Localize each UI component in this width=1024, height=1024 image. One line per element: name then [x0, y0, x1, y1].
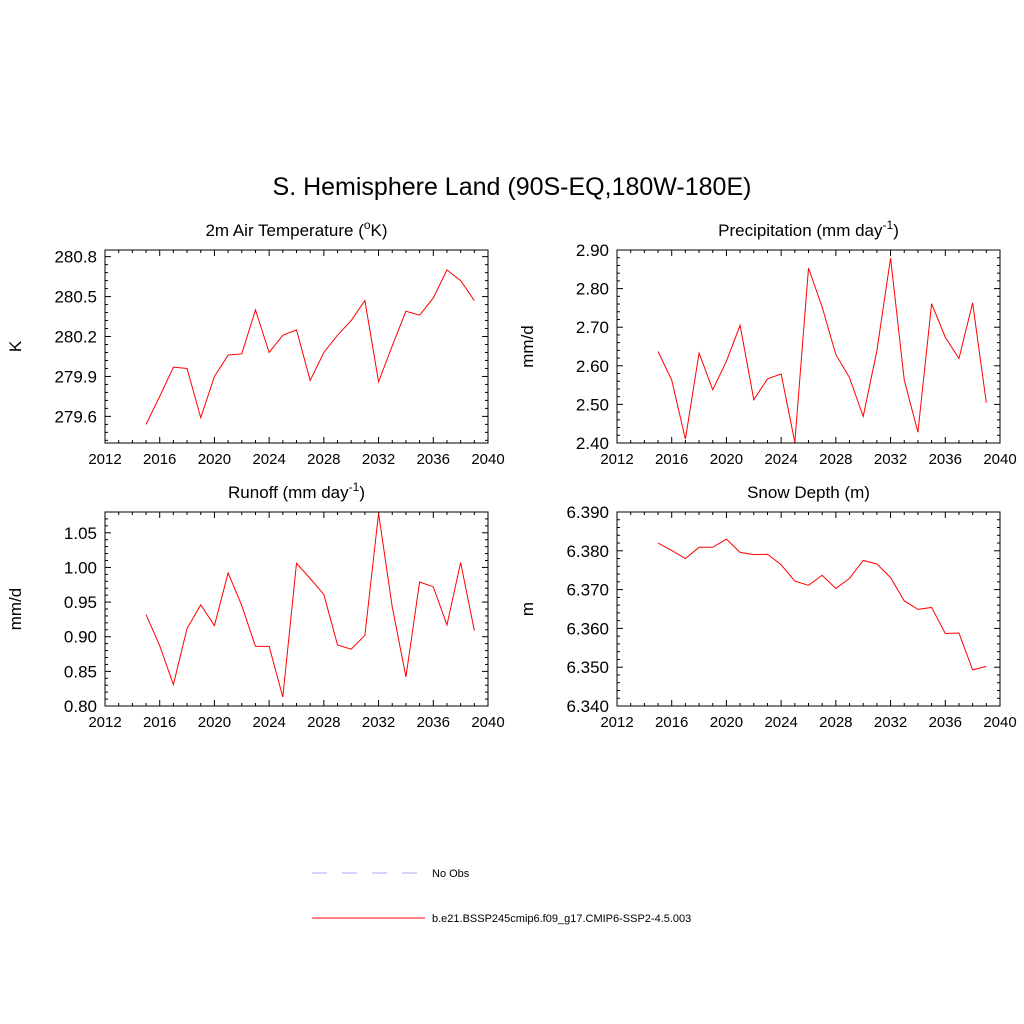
- y-tick-label: 1.00: [64, 558, 97, 577]
- panel-title: 2m Air Temperature (oK): [205, 218, 387, 240]
- y-axis-label: K: [6, 340, 25, 352]
- x-tick-label: 2028: [819, 451, 852, 468]
- y-tick-label: 2.90: [576, 241, 609, 260]
- y-axis-label: mm/d: [518, 325, 537, 368]
- panel-title-text: 2m Air Temperature (: [205, 221, 364, 240]
- x-tick-label: 2016: [143, 451, 176, 468]
- y-tick-label: 2.60: [576, 357, 609, 376]
- plot-frame: [104, 249, 489, 444]
- x-tick-label: 2012: [88, 714, 121, 731]
- panel-3: 2012 2016 2020 2024 2028 2032 2036 2040 0.80 0.85…: [6, 480, 505, 731]
- legend: No Obs b.e21.BSSP245cmip6.f09_g17.CMIP6-S…: [312, 868, 691, 925]
- panels: 2012 2016 2020 2024 2028 2032 2036 2040 279.6 279…: [6, 218, 1017, 731]
- x-tick-label: 2032: [874, 714, 907, 731]
- y-tick-label: 0.90: [64, 628, 97, 647]
- panel-title: Runoff (mm day-1): [228, 480, 365, 502]
- y-tick-label: 6.390: [566, 503, 609, 522]
- panel-title-superscript: o: [364, 218, 371, 232]
- legend-label-2: b.e21.BSSP245cmip6.f09_g17.CMIP6-SSP2-4.…: [432, 913, 691, 925]
- x-tick-label: 2012: [600, 714, 633, 731]
- y-tick-label: 2.70: [576, 318, 609, 337]
- panel-title: Snow Depth (m): [747, 483, 870, 502]
- y-tick-label: 0.85: [64, 662, 97, 681]
- x-tick-label: 2020: [710, 451, 743, 468]
- x-tick-label: 2024: [252, 451, 285, 468]
- plot-frame: [616, 511, 1001, 707]
- series-line-1: [657, 538, 987, 671]
- panel-title: Precipitation (mm day-1): [718, 218, 899, 240]
- x-tick-label: 2024: [764, 714, 797, 731]
- y-tick-label: 280.8: [54, 248, 97, 267]
- x-tick-label: 2016: [143, 714, 176, 731]
- series-line-1: [145, 513, 475, 698]
- x-tick-label: 2036: [417, 451, 450, 468]
- x-tick-label: 2032: [362, 451, 395, 468]
- series-line-1: [145, 269, 475, 425]
- panel-4: 2012 2016 2020 2024 2028 2032 2036 2040 6.340 6.3…: [518, 483, 1017, 731]
- x-tick-label: 2012: [600, 451, 633, 468]
- y-tick-label: 1.05: [64, 524, 97, 543]
- x-tick-label: 2020: [198, 451, 231, 468]
- panel-title-text: ): [359, 483, 365, 502]
- y-tick-label: 0.80: [64, 697, 97, 716]
- y-tick-label: 280.5: [54, 288, 97, 307]
- x-tick-label: 2020: [710, 714, 743, 731]
- x-tick-label: 2012: [88, 451, 121, 468]
- x-tick-label: 2036: [417, 714, 450, 731]
- x-tick-label: 2032: [874, 451, 907, 468]
- x-tick-label: 2020: [198, 714, 231, 731]
- x-tick-label: 2036: [929, 714, 962, 731]
- y-tick-label: 0.95: [64, 593, 97, 612]
- panel-title-text: Runoff (mm day: [228, 483, 349, 502]
- x-tick-label: 2036: [929, 451, 962, 468]
- panel-title-superscript: -1: [349, 480, 360, 494]
- y-tick-label: 2.80: [576, 280, 609, 299]
- x-tick-label: 2024: [252, 714, 285, 731]
- x-tick-label: 2040: [471, 451, 504, 468]
- panel-title-text: K): [371, 221, 388, 240]
- y-tick-label: 279.6: [54, 407, 97, 426]
- y-tick-label: 6.360: [566, 619, 609, 638]
- x-tick-label: 2040: [983, 451, 1016, 468]
- y-tick-label: 2.40: [576, 434, 609, 453]
- x-tick-label: 2040: [983, 714, 1016, 731]
- y-axis-label: mm/d: [6, 588, 25, 631]
- panel-title-text: Snow Depth (m): [747, 483, 870, 502]
- y-tick-label: 280.2: [54, 328, 97, 347]
- y-tick-label: 6.370: [566, 581, 609, 600]
- panel-1: 2012 2016 2020 2024 2028 2032 2036 2040 279.6 279…: [6, 218, 505, 468]
- y-tick-label: 6.340: [566, 697, 609, 716]
- y-tick-label: 6.350: [566, 658, 609, 677]
- panel-title-text: ): [893, 221, 899, 240]
- x-tick-label: 2028: [307, 714, 340, 731]
- y-tick-label: 6.380: [566, 542, 609, 561]
- y-axis-label: m: [518, 602, 537, 616]
- plot-frame: [104, 511, 489, 707]
- x-tick-label: 2040: [471, 714, 504, 731]
- x-tick-label: 2028: [307, 451, 340, 468]
- panel-title-text: Precipitation (mm day: [718, 221, 883, 240]
- plot-frame: [616, 249, 1001, 444]
- panel-title-superscript: -1: [883, 218, 894, 232]
- x-tick-label: 2028: [819, 714, 852, 731]
- x-tick-label: 2016: [655, 714, 688, 731]
- x-tick-label: 2024: [764, 451, 797, 468]
- legend-label-1: No Obs: [432, 868, 470, 880]
- x-tick-label: 2032: [362, 714, 395, 731]
- y-tick-label: 2.50: [576, 395, 609, 414]
- y-tick-label: 279.9: [54, 367, 97, 386]
- panel-2: 2012 2016 2020 2024 2028 2032 2036 2040 2.40 2.50…: [518, 218, 1017, 468]
- x-tick-label: 2016: [655, 451, 688, 468]
- figure-title: S. Hemisphere Land (90S-EQ,180W-180E): [273, 173, 752, 201]
- series-line-1: [657, 258, 987, 443]
